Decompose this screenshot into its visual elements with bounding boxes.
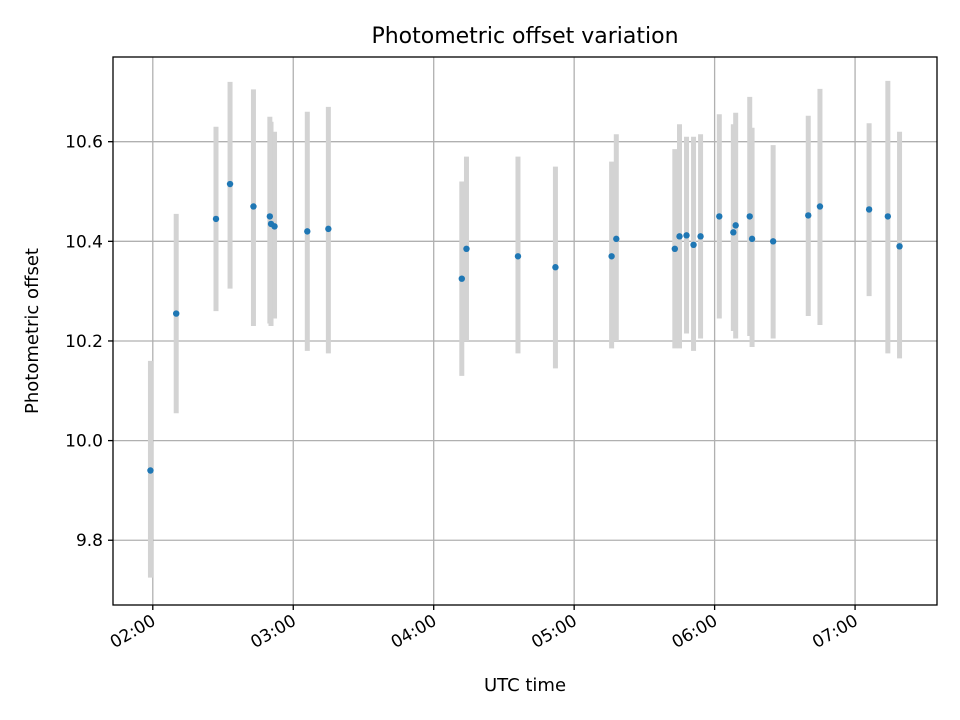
data-point xyxy=(865,206,873,213)
data-point xyxy=(697,233,704,240)
data-point xyxy=(325,225,332,233)
y-tick-label: 10.6 xyxy=(65,133,103,153)
data-point xyxy=(613,235,620,243)
data-point xyxy=(226,180,234,188)
data-point xyxy=(671,245,679,252)
y-axis-label: Photometric offset xyxy=(22,248,43,414)
data-point xyxy=(608,253,615,260)
y-tick-label: 10.2 xyxy=(65,332,103,352)
data-point xyxy=(748,235,756,243)
data-point xyxy=(896,243,903,250)
data-point xyxy=(173,310,180,317)
data-point xyxy=(304,228,311,235)
data-point xyxy=(690,241,697,249)
data-point xyxy=(732,222,739,229)
y-tick-labels: 9.8 10.0 10.2 10.4 10.6 xyxy=(65,133,103,552)
data-point xyxy=(730,229,737,236)
y-tick-label: 10.0 xyxy=(65,432,103,452)
data-point xyxy=(805,212,812,219)
data-points xyxy=(147,180,903,474)
data-point xyxy=(463,245,470,252)
y-tick-label: 10.4 xyxy=(65,232,103,252)
data-point xyxy=(683,232,690,239)
data-point xyxy=(458,275,465,282)
x-axis-label: UTC time xyxy=(484,675,566,696)
plot-frame xyxy=(112,56,938,606)
data-point xyxy=(676,233,683,240)
grid xyxy=(113,57,937,605)
data-point xyxy=(552,264,559,271)
data-point xyxy=(769,238,777,245)
data-point xyxy=(266,213,274,220)
data-point xyxy=(816,203,824,210)
data-point xyxy=(147,467,154,474)
chart-title: Photometric offset variation xyxy=(371,24,678,49)
data-point xyxy=(746,213,753,220)
axis-ticks xyxy=(108,141,856,610)
data-point xyxy=(716,213,723,220)
data-point xyxy=(212,215,220,223)
data-point xyxy=(271,223,278,230)
y-tick-label: 9.8 xyxy=(76,531,103,551)
data-point xyxy=(514,253,522,260)
data-point xyxy=(884,213,892,220)
data-point xyxy=(250,203,257,210)
